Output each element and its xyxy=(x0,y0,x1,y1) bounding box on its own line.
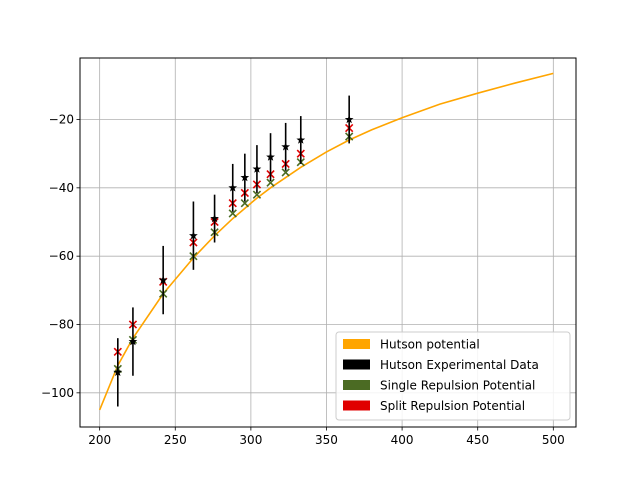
legend-box xyxy=(335,331,571,421)
experimental-data-point xyxy=(113,367,123,377)
experimental-data-markers xyxy=(113,95,354,407)
legend-swatch xyxy=(343,380,370,390)
experimental-data-point xyxy=(189,231,198,240)
x-tick-label: 450 xyxy=(466,433,489,447)
experimental-data-point xyxy=(210,213,219,223)
experimental-data-point xyxy=(266,152,275,161)
experimental-data-point xyxy=(252,164,262,173)
y-tick-label: −20 xyxy=(49,113,74,127)
y-tick-label: −80 xyxy=(49,318,74,332)
experimental-data-point xyxy=(228,183,238,192)
x-tick-label: 350 xyxy=(315,433,338,447)
experimental-data-point xyxy=(281,142,291,151)
x-marker-stroke xyxy=(266,178,275,187)
single-repulsion-point xyxy=(266,178,275,187)
x-tick-label: 300 xyxy=(239,433,262,447)
legend-swatch xyxy=(343,359,370,370)
experimental-data-point xyxy=(128,336,138,346)
legend-swatch xyxy=(343,400,370,411)
x-marker-stroke xyxy=(228,209,237,218)
y-axis-ticks: −100 −80 −60 −40 −20 xyxy=(41,113,80,400)
single-repulsion-point xyxy=(281,168,290,177)
x-marker-stroke xyxy=(252,190,262,199)
experimental-data-point xyxy=(296,135,306,144)
x-tick-label: 250 xyxy=(164,433,187,447)
experimental-data-point xyxy=(344,114,354,124)
hutson-potential-line xyxy=(98,72,554,411)
grid xyxy=(80,58,576,427)
legend-label: Split Repulsion Potential xyxy=(380,399,525,413)
y-tick-label: −40 xyxy=(49,181,74,195)
legend: Hutson potential Hutson Experimental Data… xyxy=(335,331,571,421)
x-axis-ticks: 200 250 300 350 400 450 500 xyxy=(88,427,565,447)
y-tick-label: −100 xyxy=(41,386,74,400)
legend-label: Hutson potential xyxy=(380,338,480,352)
x-tick-label: 200 xyxy=(88,433,111,447)
experimental-data-point xyxy=(240,172,250,182)
x-marker-stroke xyxy=(281,168,290,177)
single-repulsion-point xyxy=(240,199,249,208)
experimental-data-point xyxy=(158,275,168,284)
x-marker-stroke xyxy=(240,199,249,208)
hutson-potential-curve xyxy=(98,72,554,411)
y-tick-label: −60 xyxy=(49,249,74,263)
x-tick-label: 400 xyxy=(391,433,414,447)
legend-label: Single Repulsion Potential xyxy=(380,379,535,393)
plot-frame xyxy=(79,57,577,428)
single-repulsion-point xyxy=(228,209,237,218)
legend-label: Hutson Experimental Data xyxy=(380,358,539,372)
legend-swatch xyxy=(343,339,370,349)
x-tick-label: 500 xyxy=(542,433,565,447)
single-repulsion-point xyxy=(252,190,262,199)
